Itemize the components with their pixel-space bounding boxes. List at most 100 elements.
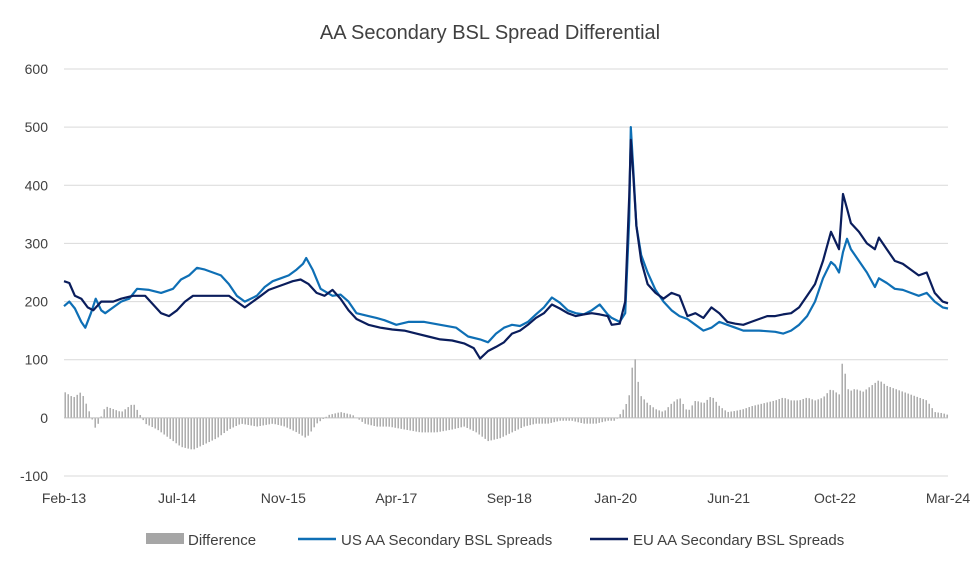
difference-bar-83	[313, 417, 315, 428]
difference-bar-53	[223, 417, 225, 434]
difference-bar-141	[487, 417, 489, 442]
difference-bar-29	[151, 417, 153, 428]
x-tick-label-6: Jun-21	[707, 490, 750, 506]
difference-bar-159	[541, 417, 543, 424]
difference-bar-58	[238, 417, 240, 425]
difference-bar-279	[901, 391, 903, 418]
difference-bar-54	[226, 417, 228, 431]
difference-bar-254	[826, 393, 828, 418]
difference-bar-200	[664, 410, 666, 418]
difference-bar-116	[412, 417, 414, 432]
difference-bar-158	[538, 417, 540, 424]
difference-bar-187	[625, 403, 627, 418]
difference-bar-257	[835, 392, 837, 418]
difference-bar-123	[433, 417, 435, 433]
difference-bar-40	[184, 417, 186, 448]
difference-bar-244	[796, 400, 798, 418]
difference-bar-132	[460, 417, 462, 428]
difference-bar-258	[838, 394, 840, 418]
difference-bar-165	[559, 417, 561, 421]
difference-bar-266	[862, 391, 864, 418]
difference-bar-167	[565, 417, 567, 421]
difference-bar-248	[808, 398, 810, 418]
difference-bar-149	[511, 417, 513, 433]
difference-bar-63	[253, 417, 255, 427]
difference-bar-75	[289, 417, 291, 430]
legend-label-difference: Difference	[188, 532, 256, 549]
difference-bar-265	[859, 390, 861, 418]
difference-bar-207	[685, 409, 687, 418]
difference-bar-273	[883, 383, 885, 418]
difference-bar-225	[739, 409, 741, 418]
difference-bar-243	[793, 400, 795, 418]
difference-bar-292	[940, 412, 942, 418]
difference-bar-228	[748, 407, 750, 418]
difference-bar-101	[367, 417, 369, 425]
difference-bar-117	[415, 417, 417, 432]
legend: Difference US AA Secondary BSL Spreads E…	[146, 532, 844, 549]
difference-bar-160	[544, 417, 546, 424]
difference-bar-220	[724, 410, 726, 418]
difference-bar-142	[490, 417, 492, 441]
difference-bar-128	[448, 417, 450, 431]
difference-bar-105	[379, 417, 381, 427]
difference-bar-108	[388, 417, 390, 427]
difference-bar-36	[172, 417, 174, 442]
difference-bar-69	[271, 417, 273, 424]
difference-bar-150	[514, 417, 516, 431]
difference-bar-23	[133, 404, 135, 418]
difference-bar-251	[817, 399, 819, 418]
difference-bar-92	[340, 412, 342, 418]
difference-bar-56	[232, 417, 234, 428]
difference-bar-120	[424, 417, 426, 433]
difference-bar-74	[286, 417, 288, 428]
difference-bar-50	[214, 417, 216, 440]
difference-bar-193	[643, 399, 645, 418]
difference-bar-177	[595, 417, 597, 424]
difference-bar-6	[82, 396, 84, 418]
y-tick-label-0: -100	[20, 468, 48, 484]
y-tick-label-1: 0	[40, 410, 48, 426]
difference-bar-171	[577, 417, 579, 423]
difference-bar-274	[886, 385, 888, 418]
difference-bar-199	[661, 411, 663, 418]
difference-bar-106	[382, 417, 384, 427]
difference-bar-119	[421, 417, 423, 433]
difference-bar-229	[751, 406, 753, 418]
difference-bar-176	[592, 417, 594, 424]
difference-bar-154	[526, 417, 528, 426]
difference-bar-152	[520, 417, 522, 429]
difference-bar-153	[523, 417, 525, 427]
difference-bar-80	[304, 417, 306, 438]
series-lines	[63, 126, 949, 360]
difference-bar-163	[553, 417, 555, 423]
difference-bar-252	[820, 398, 822, 418]
difference-bar-88	[328, 414, 330, 418]
difference-bar-205	[679, 398, 681, 418]
difference-bar-18	[118, 411, 120, 418]
legend-item-us-aa: US AA Secondary BSL Spreads	[298, 532, 552, 549]
difference-bar-164	[556, 417, 558, 422]
difference-bar-84	[316, 417, 318, 424]
difference-bar-134	[466, 417, 468, 428]
difference-bar-133	[463, 417, 465, 427]
difference-bar-68	[268, 417, 270, 425]
difference-bar-275	[889, 387, 891, 418]
difference-bar-181	[607, 417, 609, 421]
difference-bar-267	[865, 389, 867, 418]
difference-bar-156	[532, 417, 534, 425]
difference-bar-288	[928, 403, 930, 418]
difference-bar-198	[658, 410, 660, 418]
difference-bar-140	[484, 417, 486, 439]
difference-bar-7	[85, 403, 87, 418]
difference-bar-283	[913, 395, 915, 418]
difference-bar-13	[103, 409, 105, 418]
difference-bar-14	[106, 406, 108, 418]
difference-bar-269	[871, 385, 873, 418]
difference-bar-10	[94, 417, 96, 428]
difference-bar-87	[325, 416, 327, 418]
difference-bar-186	[622, 409, 624, 418]
difference-bar-26	[142, 417, 144, 421]
difference-bar-289	[931, 408, 933, 418]
